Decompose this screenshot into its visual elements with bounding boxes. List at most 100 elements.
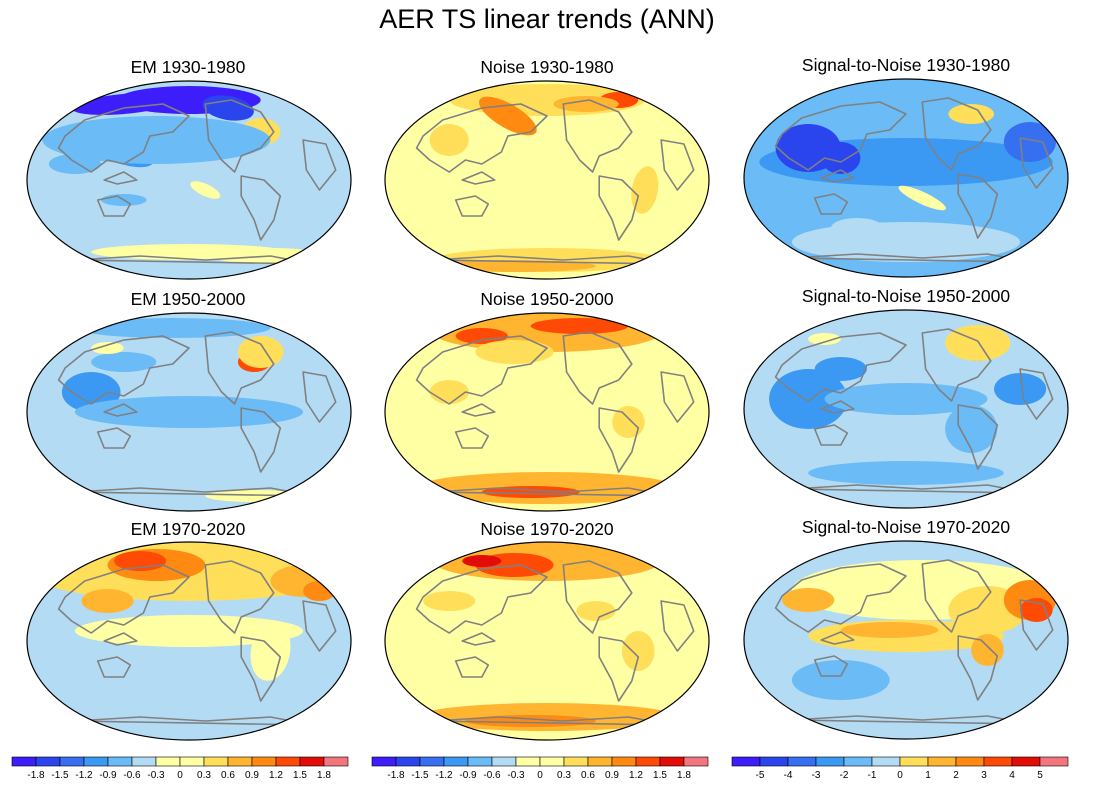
colorbar-swatch — [83, 756, 109, 767]
figure-title: AER TS linear trends (ANN) — [379, 4, 715, 34]
coastline — [240, 636, 282, 702]
colorbar-swatch — [635, 756, 661, 767]
colorbar-swatch — [563, 756, 589, 767]
coastline — [204, 560, 275, 634]
coastline — [562, 560, 633, 634]
coastline — [204, 331, 275, 405]
coastline — [57, 335, 190, 405]
trend-patch — [74, 396, 304, 428]
map-border — [743, 78, 1069, 278]
colorbar-tick-label: 4 — [1009, 770, 1015, 781]
map-noise-1930-1980 — [384, 80, 710, 280]
colorbar-swatch — [131, 756, 157, 767]
trend-patch — [91, 342, 124, 354]
colorbar-tick-label: 0.9 — [605, 770, 619, 781]
colorbar-swatch — [843, 756, 873, 767]
coastline — [461, 632, 496, 646]
colorbar-tick-label: 1.8 — [677, 770, 691, 781]
map-em-1950-2000 — [26, 312, 352, 512]
colorbar-tick-label: 1.8 — [317, 770, 331, 781]
coastline — [432, 255, 672, 265]
colorbar-swatch — [299, 756, 325, 767]
panel-title: Signal-to-Noise 1970-2020 — [801, 517, 1011, 537]
trend-patch — [769, 369, 848, 429]
colorbar-swatch — [227, 756, 253, 767]
colorbar-tick-label: 3 — [981, 770, 987, 781]
colorbar-tick-label: -1.8 — [387, 770, 405, 781]
coastline — [774, 101, 907, 171]
coastline — [415, 103, 548, 173]
coastline — [820, 631, 855, 645]
trend-patch — [465, 715, 596, 727]
trend-patch — [814, 357, 867, 381]
trend-patch — [190, 181, 221, 199]
colorbar-swatch — [787, 756, 817, 767]
coastline — [598, 175, 640, 241]
coastline — [103, 403, 138, 417]
trend-patch — [576, 601, 616, 621]
trend-patch — [303, 581, 336, 601]
coastline — [204, 99, 275, 173]
coastline — [660, 371, 695, 423]
colorbar-tick-label: -1.5 — [411, 770, 429, 781]
colorbar-swatch — [587, 756, 613, 767]
trend-patch — [945, 405, 998, 453]
trend-patch — [945, 325, 1011, 361]
trend-patch — [250, 621, 291, 681]
trend-patch — [1020, 598, 1053, 622]
colorbar-tick-label: 0.6 — [581, 770, 595, 781]
map-noise-1970-2020 — [384, 541, 710, 741]
colorbar-tick-label: -1.2 — [435, 770, 453, 781]
map-border — [384, 80, 710, 280]
coastline — [240, 175, 282, 241]
colorbar-swatch — [443, 756, 469, 767]
colorbar-tick-label: 1.5 — [293, 770, 307, 781]
trend-patch — [1003, 122, 1056, 162]
colorbar-swatch — [419, 756, 445, 767]
colorbar-swatch — [11, 756, 37, 767]
colorbar-tick-label: 1.2 — [629, 770, 643, 781]
colorbar-swatch — [107, 756, 133, 767]
colorbar-tick-label: 0.6 — [221, 770, 235, 781]
colorbar-swatch — [683, 756, 709, 767]
colorbar-tick-label: -1.8 — [27, 770, 45, 781]
coastline — [103, 632, 138, 646]
colorbar-tick-label: 1.2 — [269, 770, 283, 781]
coastline — [96, 656, 132, 678]
colorbar-swatch — [611, 756, 637, 767]
map-signal-to-noise-1930-1980 — [743, 78, 1069, 278]
trend-patch — [429, 380, 469, 404]
coastline — [598, 636, 640, 702]
colorbar-tick-label: 2 — [953, 770, 959, 781]
panel-title: Signal-to-Noise 1930-1980 — [801, 55, 1011, 75]
colorbar-signal-to-noise: -5 -4 -3 -2 -1 0 1 2 3 4 5 — [731, 756, 1069, 781]
panel-title: EM 1970-2020 — [130, 519, 246, 539]
coastline — [921, 559, 992, 633]
trend-patch — [429, 124, 469, 156]
coastline — [598, 407, 640, 473]
colorbar-tick-label: 0.9 — [245, 770, 259, 781]
colorbar-tick-label: -0.6 — [483, 770, 501, 781]
coastline — [302, 371, 337, 423]
colorbar-tick-label: -4 — [784, 770, 793, 781]
colorbar-swatch — [251, 756, 277, 767]
trend-patch — [42, 116, 271, 164]
colorbar-swatch — [539, 756, 565, 767]
colorbar-swatch — [323, 756, 349, 767]
coastline — [957, 404, 999, 470]
coastline — [57, 564, 190, 634]
colorbar-swatch — [1011, 756, 1041, 767]
coastline — [96, 427, 132, 449]
colorbar-swatch — [927, 756, 957, 767]
colorbar-swatch — [659, 756, 685, 767]
trend-patch — [971, 634, 1004, 666]
colorbar-swatch — [491, 756, 517, 767]
colorbar-tick-label: 0 — [897, 770, 903, 781]
map-border — [384, 541, 710, 741]
colorbar-swatch — [983, 756, 1013, 767]
trend-patch — [81, 589, 134, 613]
map-border — [26, 312, 352, 512]
colorbar-tick-label: 0.3 — [197, 770, 211, 781]
coastline — [562, 331, 633, 405]
coastline — [957, 173, 999, 239]
